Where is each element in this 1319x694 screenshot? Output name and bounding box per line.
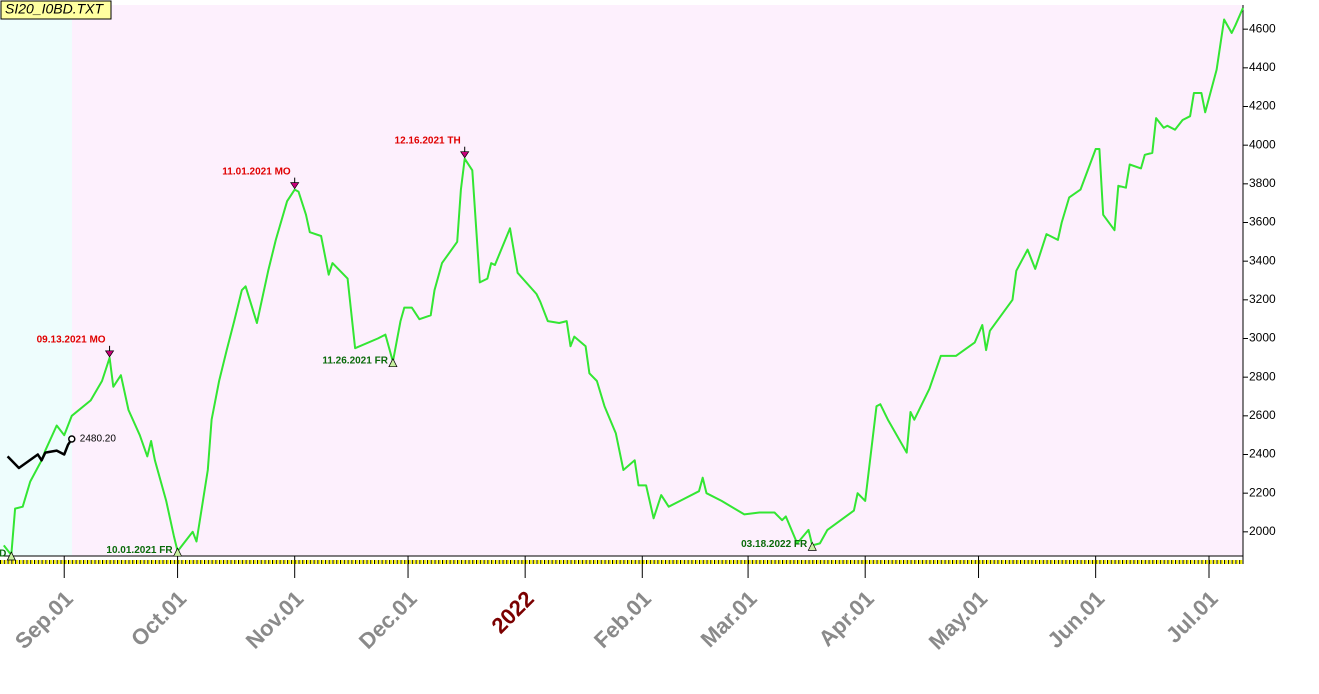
y-tick-label: 4200 <box>1249 99 1276 113</box>
peak-label: 11.01.2021 MO <box>222 166 291 177</box>
x-tick-label: Dec.01 <box>354 586 422 654</box>
end-point <box>68 435 76 443</box>
x-tick-label: Feb.01 <box>589 586 656 653</box>
x-tick-label: Nov.01 <box>241 586 309 654</box>
trough-marker <box>6 551 16 561</box>
trough-marker <box>388 357 398 368</box>
x-tick-label: Mar.01 <box>696 586 762 652</box>
y-tick-label: 3400 <box>1249 253 1276 267</box>
y-tick-label: 2800 <box>1249 369 1276 383</box>
value-label: 2480.20 <box>80 434 117 445</box>
y-tick-label: 4600 <box>1249 21 1276 35</box>
trough-label: 03.18.2022 FR <box>741 539 808 550</box>
x-tick-label: Jun.01 <box>1042 586 1109 653</box>
peak-label: 09.13.2021 MO <box>37 334 106 345</box>
trough-label: D <box>0 549 6 560</box>
y-tick-label: 4000 <box>1249 137 1276 151</box>
x-tick-label: Oct.01 <box>126 586 191 651</box>
series-line <box>6 438 73 470</box>
x-tick-label: Jul.01 <box>1161 586 1223 648</box>
y-tick-label: 2400 <box>1249 447 1276 461</box>
x-tick-label: Sep.01 <box>10 586 78 654</box>
plot-background <box>0 5 1243 556</box>
title-box <box>0 0 112 20</box>
day-ticks <box>0 556 1243 564</box>
y-tick-label: 2600 <box>1249 408 1276 422</box>
chart-title: SI20_I0BD.TXT <box>5 1 104 17</box>
x-tick-label: May.01 <box>924 586 992 654</box>
trough-marker <box>807 541 817 551</box>
x-tick-label: Apr.01 <box>814 586 879 651</box>
y-tick-label: 2200 <box>1249 485 1276 499</box>
trough-label: 10.01.2021 FR <box>106 545 173 556</box>
y-tick-label: 2000 <box>1249 524 1276 538</box>
trough-label: 11.26.2021 FR <box>322 355 388 366</box>
x-tick-label: 2022 <box>487 586 539 638</box>
shaded-region <box>0 5 72 556</box>
y-tick-label: 3600 <box>1249 215 1276 229</box>
peak-marker <box>290 182 300 190</box>
series-line <box>3 7 1244 556</box>
y-tick-label: 3000 <box>1249 331 1276 345</box>
peak-marker <box>460 151 470 159</box>
y-tick-label: 4400 <box>1249 60 1276 74</box>
y-tick-label: 3200 <box>1249 292 1276 306</box>
peak-label: 12.16.2021 TH <box>395 135 461 146</box>
y-tick-label: 3800 <box>1249 176 1276 190</box>
peak-marker <box>104 350 115 358</box>
trough-marker <box>173 547 183 557</box>
